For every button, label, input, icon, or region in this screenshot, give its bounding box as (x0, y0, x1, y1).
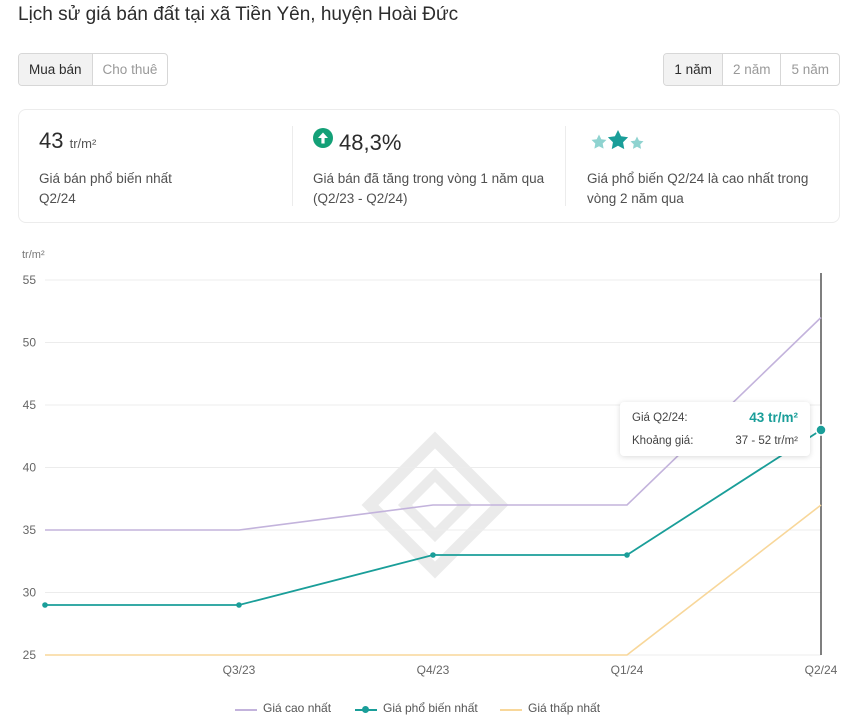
growth-desc-line2: (Q2/23 - Q2/24) (313, 191, 408, 206)
y-tick-label: 30 (23, 586, 37, 600)
rank-desc: Giá phổ biến Q2/24 là cao nhất trong vòn… (587, 169, 808, 209)
rank-desc-line1: Giá phổ biến Q2/24 là cao nhất trong (587, 171, 809, 186)
common-price-desc-line2: Q2/24 (39, 191, 76, 206)
common-price-value: 43 tr/m² (39, 128, 96, 154)
y-tick-label: 50 (23, 336, 37, 350)
data-point (624, 552, 630, 558)
data-point (815, 424, 827, 436)
tooltip-label-range: Khoảng giá: (632, 435, 694, 447)
tooltip-value-price: 43 tr/m² (749, 410, 798, 425)
legend-label-common: Giá phổ biến nhất (383, 701, 478, 715)
price-line-chart: 25 30 35 40 45 50 55 Q3/23 Q4/23 Q1/24 Q2/24 tr/m… (22, 249, 838, 677)
tab-2-years[interactable]: 2 năm (721, 54, 781, 85)
y-tick-label: 40 (23, 461, 37, 475)
rank-desc-line2: vòng 2 năm qua (587, 191, 684, 206)
tab-cho-thue[interactable]: Cho thuê (91, 54, 168, 85)
stats-card: 43 tr/m² Giá bán phổ biến nhất Q2/24 48,… (18, 109, 840, 223)
divider (292, 126, 293, 206)
legend-swatch-low (500, 709, 522, 711)
x-tick-label: Q2/24 (805, 663, 838, 677)
y-tick-label: 35 (23, 523, 37, 537)
y-tick-label: 45 (23, 398, 37, 412)
price-number: 43 (39, 128, 64, 153)
growth-value: 48,3% (313, 128, 401, 156)
period-toggle: 1 năm 2 năm 5 năm (663, 53, 840, 86)
x-tick-label: Q4/23 (417, 663, 450, 677)
data-point (42, 602, 48, 608)
legend-label-high: Giá cao nhất (263, 701, 332, 715)
series-line-1 (45, 429, 822, 606)
price-unit: tr/m² (69, 136, 97, 151)
y-tick-label: 25 (23, 648, 37, 662)
tab-mua-ban[interactable]: Mua bán (19, 54, 92, 85)
divider (565, 126, 566, 206)
y-tick-label: 55 (23, 273, 37, 287)
growth-percent: 48,3% (339, 130, 402, 155)
arrow-up-circle-icon (313, 128, 333, 148)
watermark-logo (355, 430, 555, 625)
page-title: Lịch sử giá bán đất tại xã Tiền Yên, huy… (18, 4, 459, 25)
tab-5-years[interactable]: 5 năm (780, 54, 839, 85)
stat-common-price: 43 tr/m² Giá bán phổ biến nhất Q2/24 (39, 110, 289, 222)
x-tick-label: Q1/24 (611, 663, 644, 677)
common-price-desc-line1: Giá bán phổ biến nhất (39, 171, 172, 186)
y-axis-label: tr/m² (22, 249, 45, 261)
common-price-desc: Giá bán phổ biến nhất Q2/24 (39, 169, 172, 209)
tooltip-value-range: 37 - 52 tr/m² (735, 435, 798, 447)
legend-marker-common (362, 706, 369, 713)
price-tooltip: Giá Q2/24: 43 tr/m² Khoảng giá: 37 - 52 … (620, 402, 810, 456)
three-stars-icon (587, 128, 649, 159)
legend-swatch-high (235, 709, 257, 711)
tooltip-row-range: Khoảng giá: 37 - 52 tr/m² (632, 435, 798, 447)
tab-1-year[interactable]: 1 năm (664, 54, 722, 85)
legend-label-low: Giá thấp nhất (528, 701, 601, 715)
tooltip-label-price: Giá Q2/24: (632, 412, 688, 424)
stat-growth: 48,3% Giá bán đã tăng trong vòng 1 năm q… (313, 110, 568, 222)
chart-legend: Giá cao nhất Giá phổ biến nhất Giá thấp … (0, 701, 865, 719)
data-point (236, 602, 242, 608)
stat-rank: Giá phổ biến Q2/24 là cao nhất trong vòn… (587, 110, 827, 222)
x-tick-label: Q3/23 (223, 663, 256, 677)
tooltip-row-price: Giá Q2/24: 43 tr/m² (632, 410, 798, 425)
series-line-2 (45, 504, 822, 656)
listing-type-toggle: Mua bán Cho thuê (18, 53, 169, 86)
data-point (430, 552, 436, 558)
growth-desc: Giá bán đã tăng trong vòng 1 năm qua (Q2… (313, 169, 544, 209)
growth-desc-line1: Giá bán đã tăng trong vòng 1 năm qua (313, 171, 545, 186)
